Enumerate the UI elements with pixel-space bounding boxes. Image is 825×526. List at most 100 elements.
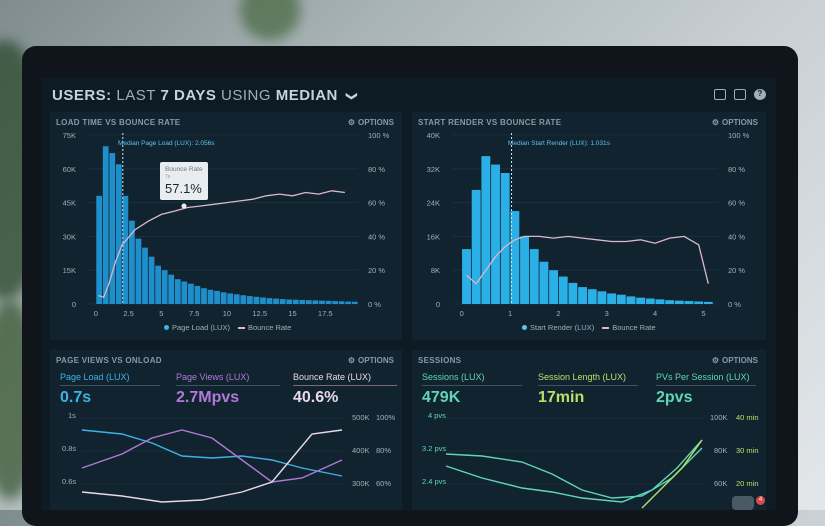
pv-y-mid-tick: 300K [352, 479, 370, 488]
page-title[interactable]: USERS: LAST 7 DAYS USING MEDIAN ❯ [52, 87, 357, 104]
x-tick-label: 3 [605, 309, 609, 318]
histogram-bar [703, 301, 713, 304]
y-left-tick-label: 0 [72, 300, 76, 309]
pv-y-right-tick: 100% [376, 413, 396, 422]
median-page-load-label: Median Page Load (LUX): 2.056s [118, 140, 215, 147]
histogram-bar [539, 261, 549, 304]
median-start-render-label: Median Start Render (LUX): 1.031s [508, 140, 610, 147]
histogram-bar [665, 300, 675, 304]
metric-label-bounce-rate: Bounce Rate (LUX) [293, 372, 372, 382]
sess-y-mid-tick: 80K [714, 446, 728, 455]
histogram-bar [351, 301, 358, 304]
title-range: 7 DAYS [160, 87, 217, 104]
pv-y-left-tick: 1s [68, 411, 76, 420]
metric-value-bounce-rate: 40.6% [293, 389, 339, 406]
pvs-per-session-line [445, 439, 703, 503]
chat-button[interactable] [732, 496, 754, 510]
histogram-bar [142, 247, 148, 304]
histogram-bar [325, 300, 332, 304]
x-tick-label: 0 [460, 309, 464, 318]
monitor-icon[interactable] [714, 89, 726, 100]
histogram-bar [174, 279, 181, 304]
histogram-bar [587, 289, 597, 304]
options-button[interactable]: ⚙ OPTIONS [347, 118, 394, 127]
sess-y-left-tick: 2.4 pvs [422, 477, 447, 486]
histogram-bar [338, 301, 345, 304]
y-right-tick-label: 60 % [368, 199, 385, 208]
histogram-bar [273, 298, 279, 304]
histogram-bar [491, 164, 500, 304]
x-tick-label: 4 [653, 309, 657, 318]
legend-line-swatch [237, 327, 245, 329]
sess-y-left-tick: 3.2 pvs [422, 444, 447, 453]
histogram-bar [279, 299, 286, 304]
histogram-bar [168, 274, 175, 304]
histogram-bar [227, 293, 234, 304]
sess-y-left-tick: 4 pvs [428, 411, 446, 420]
notification-badge: 4 [756, 496, 765, 505]
background-plant-top [240, 0, 300, 40]
metric-value-session-length: 17min [538, 389, 585, 406]
x-tick-label: 7.5 [189, 309, 199, 318]
histogram-bar [568, 282, 578, 304]
metric-divider [293, 385, 397, 386]
title-prefix: USERS: [52, 87, 112, 104]
histogram-bar [155, 265, 161, 304]
metric-value-page-load: 0.7s [60, 389, 92, 406]
histogram-bar [266, 298, 273, 304]
panel-title: LOAD TIME VS BOUNCE RATE [56, 118, 181, 127]
gear-icon: ⚙ [347, 118, 355, 127]
histogram-bar [684, 301, 694, 304]
metric-value-pvs-per-session: 2pvs [656, 389, 693, 406]
y-left-tick-label: 60K [63, 165, 76, 174]
gear-icon: ⚙ [347, 356, 355, 365]
y-left-tick-label: 0 [436, 300, 440, 309]
pv-y-right-tick: 60% [376, 479, 392, 488]
metric-label-sessions: Sessions (LUX) [422, 372, 485, 382]
metric-value-page-views: 2.7Mpvs [176, 389, 240, 406]
histogram-bar [312, 300, 319, 304]
histogram-bar [636, 297, 646, 304]
metric-label-pvs-per-session: PVs Per Session (LUX) [656, 372, 750, 382]
title-range-word: LAST [116, 87, 156, 104]
histogram-bar [253, 296, 260, 304]
sess-y-right-tick: 20 min [736, 479, 759, 488]
metric-label-page-load: Page Load (LUX) [60, 372, 130, 382]
histogram-bar [674, 300, 684, 304]
histogram-bar [148, 256, 155, 304]
y-left-tick-label: 8K [431, 266, 440, 275]
bounce-rate-trend-line [81, 429, 343, 503]
image-icon[interactable] [734, 89, 746, 100]
histogram-bar [214, 290, 220, 304]
pv-y-mid-tick: 500K [352, 413, 370, 422]
options-button[interactable]: ⚙ OPTIONS [711, 118, 758, 127]
histogram-bar [481, 156, 491, 304]
histogram-bar [471, 189, 481, 304]
histogram-bar [500, 173, 510, 304]
panel-page-views: PAGE VIEWS VS ONLOAD ⚙ OPTIONS [50, 350, 402, 510]
pv-y-right-tick: 80% [376, 446, 392, 455]
help-icon[interactable]: ? [754, 89, 766, 100]
options-button[interactable]: ⚙ OPTIONS [711, 356, 758, 365]
histogram-bar [520, 236, 529, 304]
x-tick-label: 12.5 [252, 309, 267, 318]
histogram-bar [207, 289, 214, 304]
histogram-bar [292, 299, 299, 304]
histogram-bar [102, 146, 109, 304]
tooltip-point [181, 203, 187, 209]
y-left-tick-label: 45K [63, 199, 76, 208]
x-tick-label: 2.5 [123, 309, 133, 318]
histogram-bar [115, 164, 122, 304]
pv-y-left-tick: 0.8s [62, 444, 77, 453]
y-right-tick-label: 60 % [728, 199, 745, 208]
x-tick-label: 1 [508, 309, 512, 318]
page-views-line [81, 429, 343, 483]
sessions-line [445, 447, 703, 499]
histogram-bar [645, 298, 655, 304]
histogram-bar [319, 300, 325, 304]
sess-y-right-tick: 40 min [736, 413, 759, 422]
options-button[interactable]: ⚙ OPTIONS [347, 356, 394, 365]
histogram-bar [246, 296, 253, 304]
y-left-tick-label: 24K [427, 199, 440, 208]
